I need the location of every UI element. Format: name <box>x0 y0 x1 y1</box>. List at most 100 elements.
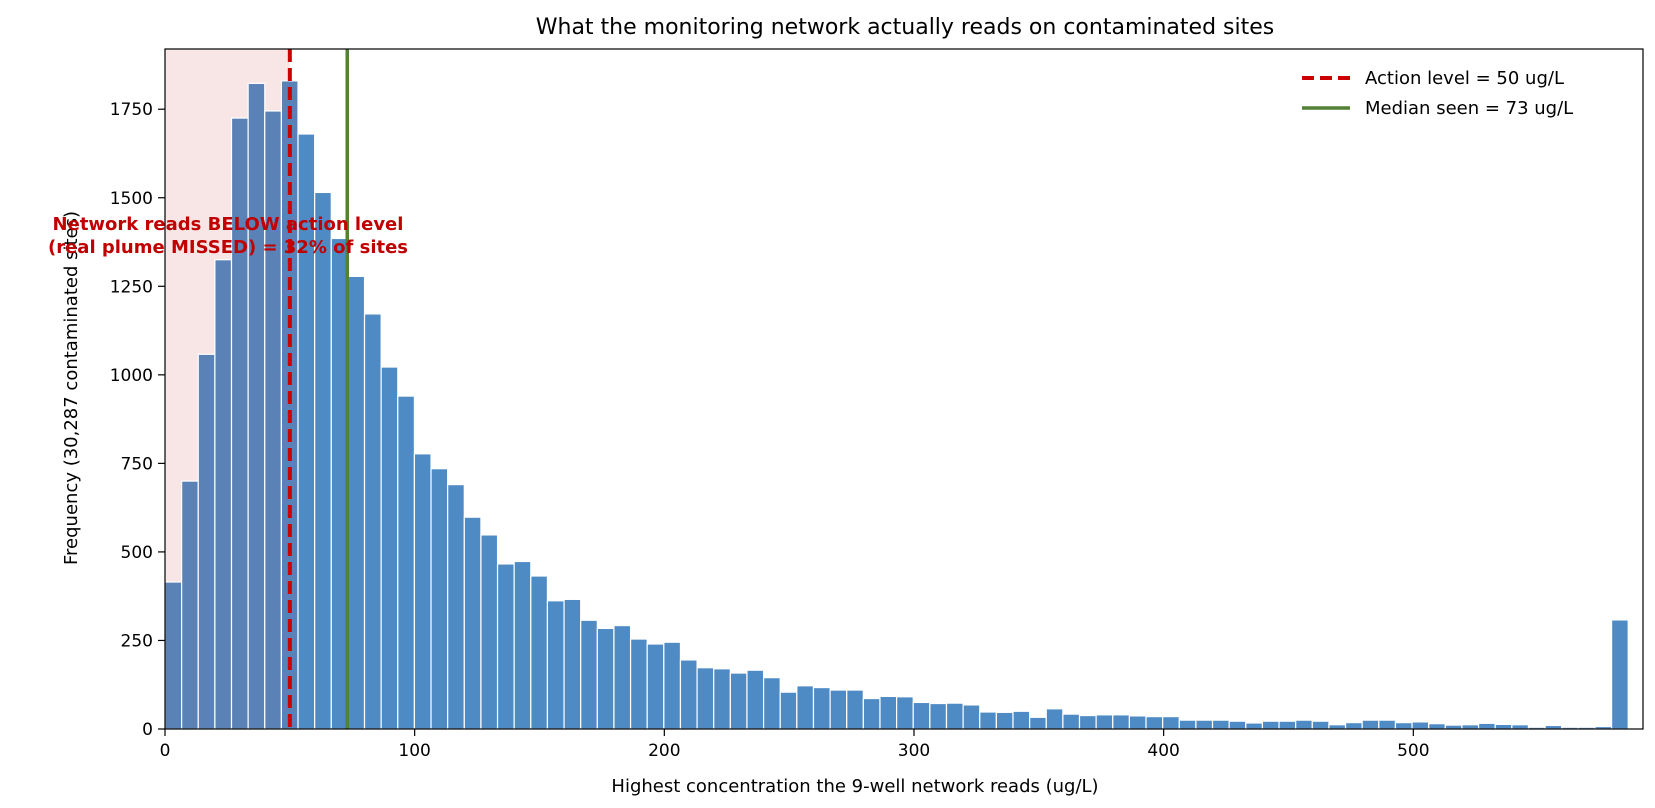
y-axis: 0 250 500 750 1000 1250 1500 1750 <box>110 100 165 740</box>
histogram-bar <box>1145 716 1164 730</box>
histogram-bar <box>580 619 598 730</box>
histogram-bar <box>1112 714 1130 730</box>
y-tick-label: 0 <box>142 720 153 740</box>
histogram-bar <box>1311 720 1330 730</box>
y-tick-label: 500 <box>121 543 153 563</box>
x-axis: 0 100 200 300 400 500 <box>160 729 1430 761</box>
histogram-bar <box>197 353 216 730</box>
histogram-bar <box>613 624 632 730</box>
histogram-bar <box>1278 720 1297 730</box>
histogram-bar <box>1178 719 1197 730</box>
x-tick-label: 400 <box>1147 741 1179 761</box>
histogram-bar <box>646 643 665 730</box>
histogram-bar <box>397 395 416 730</box>
histogram-bar <box>962 704 981 730</box>
histogram-bar <box>1511 724 1530 730</box>
histogram-bar <box>330 237 349 730</box>
annotation-line-1: Network reads BELOW action level <box>53 214 404 235</box>
histogram-bar <box>1195 719 1214 730</box>
histogram-bar <box>480 534 499 730</box>
histogram-bar <box>1012 710 1031 730</box>
histogram-bar <box>1078 714 1097 730</box>
histogram-bar <box>995 711 1014 730</box>
x-tick-label: 0 <box>160 741 171 761</box>
y-tick-label: 250 <box>121 631 153 651</box>
histogram-bar <box>1128 715 1147 730</box>
x-tick-label: 300 <box>898 741 930 761</box>
histogram-bar <box>181 480 199 730</box>
histogram-bar <box>230 117 249 730</box>
histogram-bar <box>879 695 898 730</box>
histogram-bar <box>1261 720 1280 730</box>
x-axis-title: Highest concentration the 9-well network… <box>611 776 1098 797</box>
histogram-bar <box>496 563 515 730</box>
histogram-bar <box>796 685 815 730</box>
histogram-bar <box>862 697 881 730</box>
histogram-bar <box>762 677 781 730</box>
histogram-bar <box>380 366 399 730</box>
histogram-bar <box>929 702 948 730</box>
histogram-bar <box>430 468 449 730</box>
histogram-bar <box>713 668 731 730</box>
histogram-bar <box>463 516 482 730</box>
histogram-bar <box>363 313 382 730</box>
histogram-bar <box>1344 722 1363 730</box>
histogram-bar <box>347 275 366 730</box>
histogram-bar <box>979 711 997 730</box>
histogram-bar <box>779 691 798 730</box>
histogram-bar <box>1211 719 1230 730</box>
histogram-bar <box>912 701 931 730</box>
y-axis-title: Frequency (30,287 contaminated sites) <box>61 211 82 565</box>
y-tick-label: 750 <box>121 454 153 474</box>
histogram-bar <box>1378 719 1397 730</box>
x-tick-label: 200 <box>648 741 680 761</box>
histogram-bar <box>1610 619 1629 730</box>
histogram-bar <box>1045 708 1064 730</box>
histogram-bar <box>663 641 682 730</box>
histogram-bar <box>945 702 964 730</box>
histogram-bar <box>1295 719 1313 730</box>
y-tick-label: 1500 <box>110 189 153 209</box>
histogram-bar <box>1461 724 1480 730</box>
x-tick-label: 500 <box>1397 741 1429 761</box>
histogram-bar <box>1095 714 1114 730</box>
histogram-bar <box>829 689 848 730</box>
histogram-bar <box>563 598 582 730</box>
histogram-bar <box>513 560 532 730</box>
plot-frame <box>164 48 1644 730</box>
histogram-bar <box>896 696 914 730</box>
histogram-bar <box>1361 719 1380 730</box>
histogram-bar <box>1162 716 1180 730</box>
histogram-bar <box>530 575 549 730</box>
histogram-bar <box>546 600 565 730</box>
annotation-line-2: (real plume MISSED) = 32% of sites <box>48 237 408 258</box>
histogram-bar <box>596 627 615 730</box>
histogram-bar <box>247 82 266 730</box>
histogram-bar <box>314 191 332 730</box>
histogram-bar <box>846 689 864 730</box>
chart-title: What the monitoring network actually rea… <box>536 15 1274 40</box>
histogram-bar <box>1245 722 1264 730</box>
histogram-bar <box>1029 716 1047 730</box>
histogram-bar <box>812 686 831 730</box>
legend: Action level = 50 ug/L Median seen = 73 … <box>1302 68 1573 119</box>
histogram-bar <box>1428 723 1446 730</box>
histogram-bar <box>447 484 465 730</box>
y-tick-label: 1000 <box>110 366 153 386</box>
legend-label-action-level: Action level = 50 ug/L <box>1365 68 1564 89</box>
histogram-bar <box>696 667 715 730</box>
legend-label-median: Median seen = 73 ug/L <box>1365 98 1573 119</box>
histogram-bar <box>1394 722 1413 730</box>
histogram-bar <box>164 581 183 730</box>
histogram-bar <box>1228 720 1247 730</box>
histogram-bar <box>1494 723 1513 730</box>
y-tick-label: 1750 <box>110 100 153 120</box>
histogram-bar <box>1477 722 1496 730</box>
histogram-bar <box>214 259 233 730</box>
histogram-bar <box>729 672 748 730</box>
histogram-bar <box>1328 724 1347 730</box>
histogram-bar <box>1411 721 1430 730</box>
x-tick-label: 100 <box>398 741 430 761</box>
